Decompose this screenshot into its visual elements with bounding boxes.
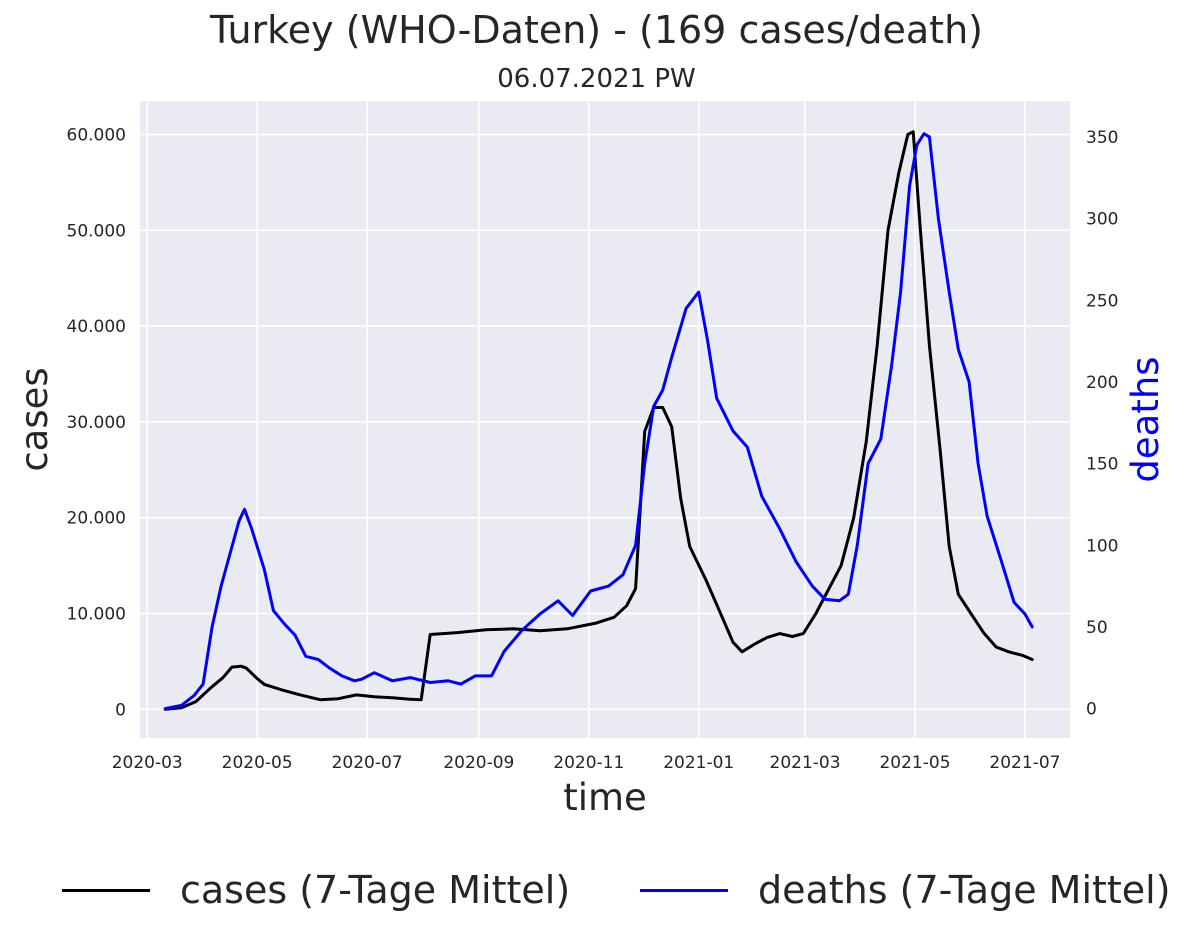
- plot-area: [140, 101, 1070, 738]
- legend-swatch-cases: [62, 888, 150, 892]
- y2-axis-label: deaths: [1124, 356, 1167, 482]
- y2-tick-label: 150: [1086, 455, 1118, 475]
- y-tick-label: 20.000: [67, 509, 126, 529]
- x-tick-label: 2020-03: [112, 753, 183, 773]
- x-tick-label: 2021-05: [879, 753, 950, 773]
- y2-tick-label: 350: [1086, 128, 1118, 148]
- x-tick-label: 2021-07: [989, 753, 1060, 773]
- y-axis-label: cases: [13, 367, 56, 471]
- x-tick-label: 2020-07: [332, 753, 403, 773]
- deaths-line: [163, 132, 1034, 711]
- x-axis-label: time: [563, 776, 647, 819]
- chart-subtitle: 06.07.2021 PW: [497, 64, 696, 94]
- x-tick-label: 2020-09: [443, 753, 514, 773]
- legend-item-deaths: deaths (7-Tage Mittel): [640, 862, 1171, 918]
- y2-tick-label: 250: [1086, 291, 1118, 311]
- y-tick-label: 30.000: [67, 413, 126, 433]
- legend-label-deaths: deaths (7-Tage Mittel): [758, 868, 1171, 912]
- y2-tick-label: 0: [1086, 700, 1097, 720]
- y-tick-label: 50.000: [67, 221, 126, 241]
- y-tick-label: 10.000: [67, 604, 126, 624]
- y-tick-label: 60.000: [67, 126, 126, 146]
- y2-tick-label: 200: [1086, 373, 1118, 393]
- x-tick-label: 2021-01: [663, 753, 734, 773]
- legend-item-cases: cases (7-Tage Mittel): [62, 862, 570, 918]
- y2-tick-label: 50: [1086, 618, 1108, 638]
- y2-tick-label: 100: [1086, 536, 1118, 556]
- legend: cases (7-Tage Mittel) deaths (7-Tage Mit…: [0, 862, 1193, 922]
- y-tick-label: 0: [115, 700, 126, 720]
- chart-title: Turkey (WHO-Daten) - (169 cases/death): [210, 8, 983, 52]
- y2-tick-label: 300: [1086, 210, 1118, 230]
- x-tick-label: 2020-11: [553, 753, 624, 773]
- legend-label-cases: cases (7-Tage Mittel): [180, 868, 571, 912]
- x-tick-label: 2020-05: [222, 753, 293, 773]
- y-tick-label: 40.000: [67, 317, 126, 337]
- cases-line: [163, 130, 1034, 711]
- legend-swatch-deaths: [640, 888, 728, 892]
- x-tick-label: 2021-03: [770, 753, 841, 773]
